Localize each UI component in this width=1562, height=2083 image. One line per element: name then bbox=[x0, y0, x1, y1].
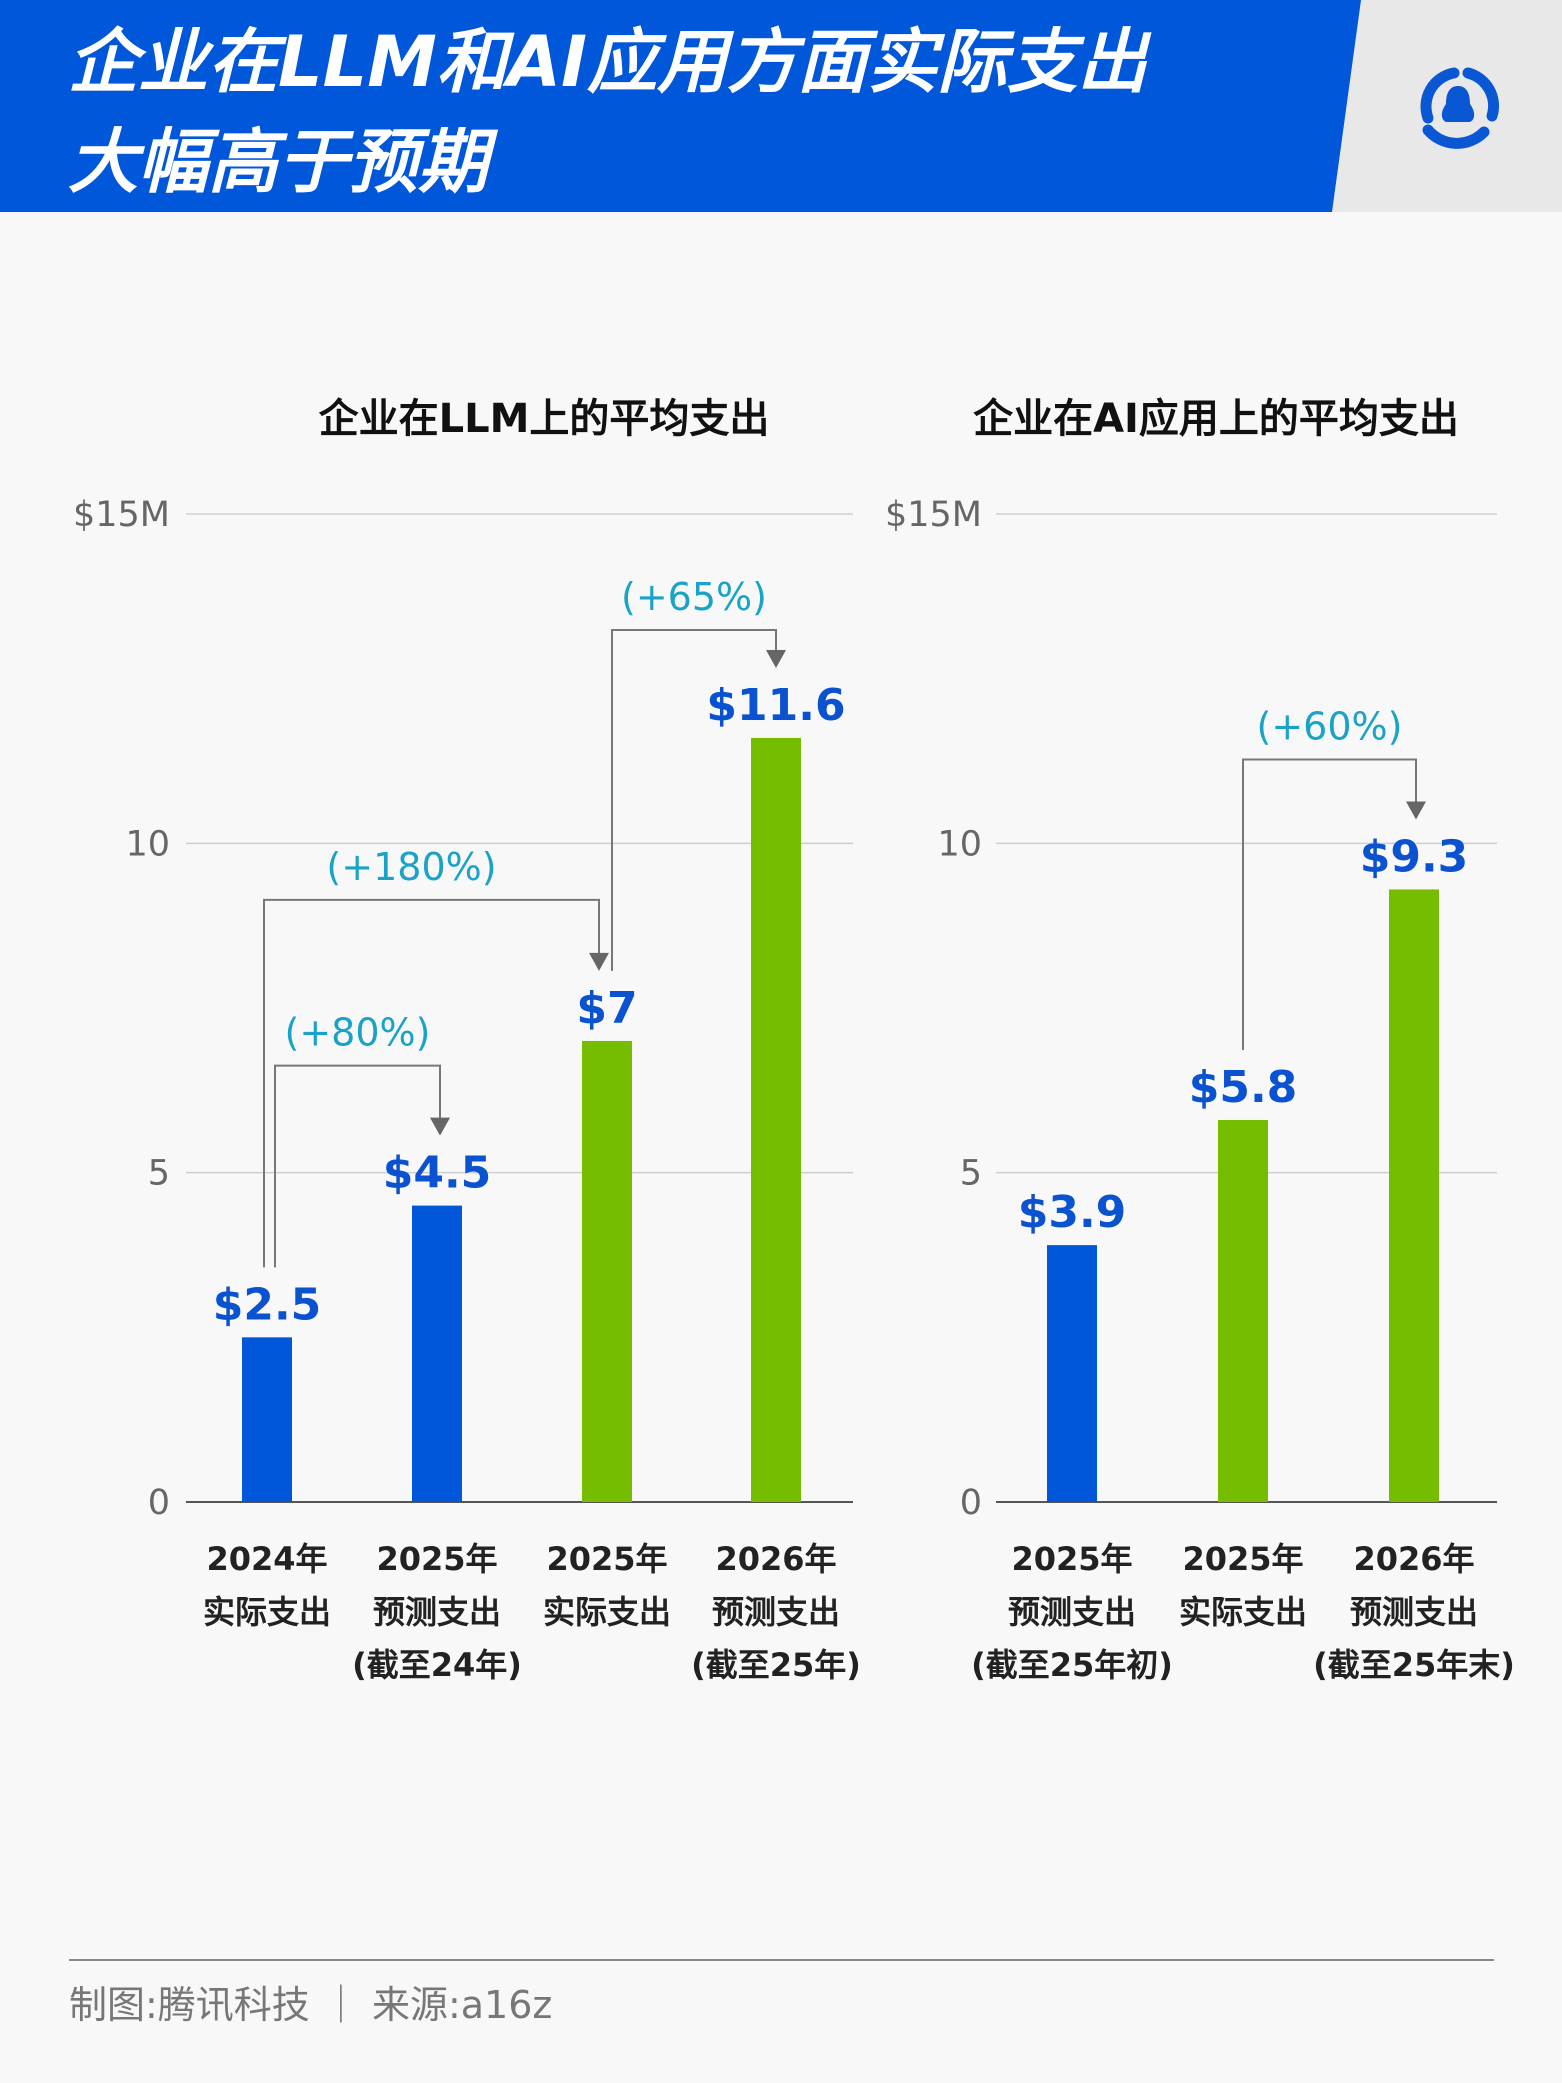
category-label: 2024年 bbox=[206, 1540, 327, 1578]
bar-value-label: $2.5 bbox=[213, 1279, 322, 1330]
arrow-down-icon bbox=[589, 952, 609, 971]
category-label: (截至24年) bbox=[352, 1646, 522, 1684]
bar-value-label: $11.6 bbox=[706, 680, 845, 731]
category-label: 实际支出 bbox=[203, 1593, 331, 1631]
growth-bracket bbox=[274, 1064, 441, 1268]
y-tick-label: 0 bbox=[960, 1483, 982, 1523]
growth-bracket bbox=[611, 628, 777, 971]
bar bbox=[1218, 1119, 1268, 1502]
arrow-down-icon bbox=[766, 649, 786, 668]
chart-title: 企业在AI应用上的平均支出 bbox=[973, 396, 1459, 442]
title-banner bbox=[0, 0, 1361, 212]
category-label: 2025年 bbox=[1011, 1540, 1132, 1578]
y-tick-label: $15M bbox=[73, 495, 170, 535]
bar bbox=[582, 1040, 632, 1502]
bar-value-label: $9.3 bbox=[1360, 831, 1469, 882]
tencent-penguin-logo-icon bbox=[1420, 67, 1500, 149]
category-label: 预测支出 bbox=[373, 1593, 501, 1631]
category-label: 预测支出 bbox=[712, 1593, 840, 1631]
bar-value-label: $4.5 bbox=[383, 1148, 492, 1199]
y-tick-label: 10 bbox=[937, 824, 982, 864]
growth-bracket bbox=[1242, 758, 1417, 1050]
y-tick-label: 5 bbox=[960, 1154, 982, 1194]
bar-value-label: $5.8 bbox=[1189, 1062, 1298, 1113]
y-tick-label: $15M bbox=[885, 495, 982, 535]
category-label: (截至25年) bbox=[691, 1646, 861, 1684]
y-tick-label: 0 bbox=[148, 1483, 170, 1523]
category-label: 预测支出 bbox=[1350, 1593, 1478, 1631]
growth-label: (+180%) bbox=[326, 845, 496, 889]
growth-label: (+80%) bbox=[285, 1011, 431, 1055]
y-tick-label: 5 bbox=[148, 1154, 170, 1194]
category-label: (截至25年末) bbox=[1313, 1646, 1515, 1684]
title-line-1: 企业在LLM和AI应用方面实际支出 bbox=[68, 21, 1152, 103]
growth-bracket bbox=[263, 898, 600, 1268]
category-label: 2026年 bbox=[1353, 1540, 1474, 1578]
category-label: 预测支出 bbox=[1008, 1593, 1136, 1631]
title-line-2: 大幅高于预期 bbox=[68, 121, 499, 203]
arrow-down-icon bbox=[430, 1117, 450, 1136]
footer-source: 制图:腾讯科技 ｜ 来源:a16z bbox=[69, 1983, 552, 2027]
growth-label: (+60%) bbox=[1257, 704, 1403, 748]
category-label: (截至25年初) bbox=[971, 1646, 1173, 1684]
arrow-down-icon bbox=[1406, 801, 1426, 820]
category-label: 2025年 bbox=[546, 1540, 667, 1578]
bar-value-label: $7 bbox=[576, 983, 637, 1034]
chart-title: 企业在LLM上的平均支出 bbox=[319, 396, 770, 442]
bar-value-label: $3.9 bbox=[1018, 1187, 1127, 1238]
category-label: 2025年 bbox=[376, 1540, 497, 1578]
bar bbox=[1047, 1245, 1097, 1502]
category-label: 实际支出 bbox=[1179, 1593, 1307, 1631]
category-label: 2026年 bbox=[715, 1540, 836, 1578]
bar bbox=[412, 1205, 462, 1502]
growth-label: (+65%) bbox=[621, 575, 767, 619]
bar bbox=[1389, 889, 1439, 1502]
category-label: 实际支出 bbox=[543, 1593, 671, 1631]
category-label: 2025年 bbox=[1182, 1540, 1303, 1578]
bar bbox=[242, 1337, 292, 1502]
y-tick-label: 10 bbox=[125, 824, 170, 864]
bar bbox=[751, 737, 801, 1502]
